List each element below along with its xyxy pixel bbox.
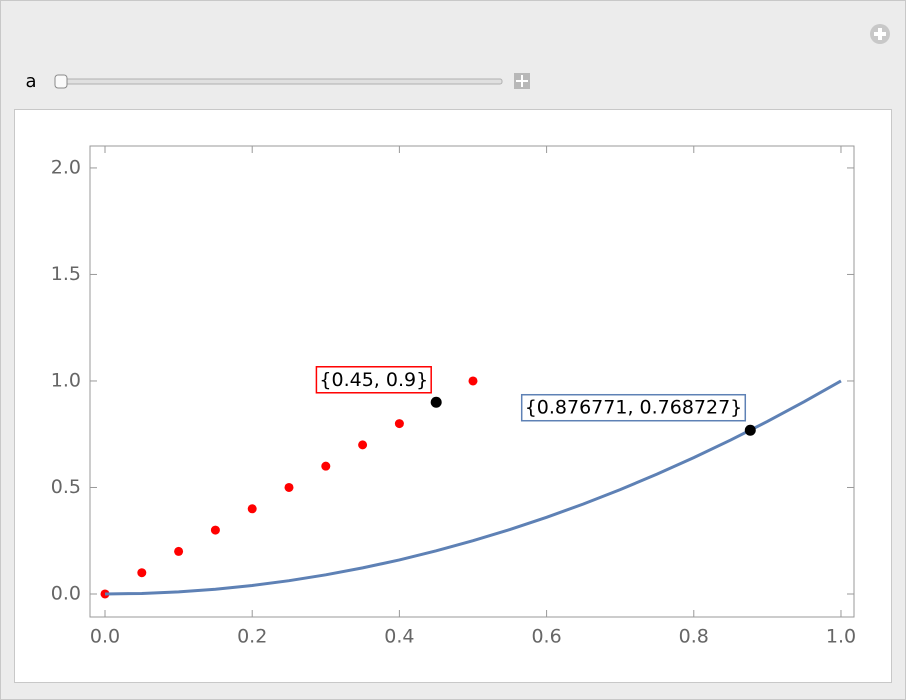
x-tick-label: 0.8 bbox=[679, 626, 709, 648]
marked-point bbox=[744, 424, 756, 436]
marked-point bbox=[430, 396, 442, 408]
point-label: {0.876771, 0.768727} bbox=[525, 397, 743, 419]
slider-track[interactable] bbox=[55, 78, 503, 85]
point bbox=[358, 440, 368, 450]
point bbox=[321, 461, 331, 471]
point bbox=[468, 376, 478, 386]
point bbox=[210, 525, 220, 535]
point bbox=[174, 546, 184, 556]
control-label: a bbox=[25, 71, 36, 92]
point bbox=[284, 482, 294, 492]
y-tick-label: 2.0 bbox=[51, 156, 81, 178]
plot: 0.0 0.2 0.4 0.6 0.8 1.0 0.0 0.5 1.0 1.5 2.0 {0.45, … bbox=[51, 145, 856, 648]
x-tick-label: 0.0 bbox=[90, 626, 120, 648]
y-tick-label: 0.0 bbox=[51, 582, 81, 604]
options-button[interactable] bbox=[870, 24, 890, 44]
point bbox=[247, 504, 257, 514]
y-tick-label: 1.5 bbox=[51, 263, 81, 285]
slider-thumb[interactable] bbox=[54, 74, 68, 89]
x-tick-label: 0.4 bbox=[384, 626, 414, 648]
expand-button[interactable] bbox=[514, 73, 530, 89]
y-tick-label: 1.0 bbox=[51, 369, 81, 391]
x-tick-label: 1.0 bbox=[826, 626, 856, 648]
point bbox=[394, 419, 404, 429]
curve bbox=[104, 379, 842, 596]
label-box bbox=[315, 366, 432, 394]
point-label: {0.45, 0.9} bbox=[319, 369, 428, 391]
point bbox=[137, 568, 147, 578]
x-tick-label: 0.6 bbox=[531, 626, 561, 648]
label-box bbox=[520, 393, 747, 422]
plot-frame bbox=[89, 145, 855, 618]
y-tick-label: 0.5 bbox=[51, 476, 81, 498]
output-panel bbox=[14, 109, 892, 683]
x-tick-label: 0.2 bbox=[237, 626, 267, 648]
